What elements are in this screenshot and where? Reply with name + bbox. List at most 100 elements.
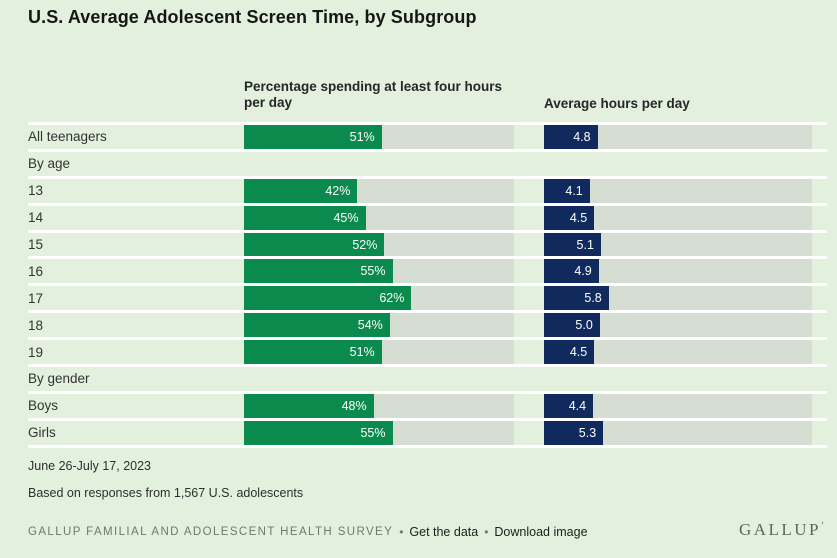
column-header-hours: Average hours per day	[544, 96, 690, 111]
hours-bar: 4.5	[544, 340, 595, 365]
hours-bar-track: 4.8	[544, 125, 812, 149]
hours-bar: 5.1	[544, 232, 601, 257]
percent-bar-value: 52%	[352, 237, 378, 252]
hours-bar: 4.9	[544, 259, 599, 284]
table-row: 13 42% 4.1	[28, 178, 827, 206]
chart-title: U.S. Average Adolescent Screen Time, by …	[28, 7, 477, 27]
percent-bar-value: 55%	[360, 425, 386, 440]
percent-bar-track: 62%	[244, 286, 514, 311]
table-row: 14 45% 4.5	[28, 205, 827, 233]
hours-bar-track: 4.4	[544, 393, 812, 418]
section-row: By age	[28, 152, 827, 179]
row-label: 19	[28, 344, 44, 360]
hours-bar: 5.0	[544, 313, 600, 338]
percent-bar-track: 51%	[244, 125, 514, 149]
percent-bar-value: 54%	[357, 318, 383, 333]
hours-bar: 4.8	[544, 125, 598, 149]
percent-bar: 45%	[244, 205, 366, 230]
get-the-data-link[interactable]: Get the data	[409, 525, 479, 539]
hours-bar-value: 5.1	[576, 237, 594, 252]
table-row: All teenagers 51% 4.8	[28, 125, 827, 152]
hours-bar-track: 5.8	[544, 286, 812, 311]
row-label: Boys	[28, 398, 59, 414]
hours-bar-value: 4.1	[565, 183, 583, 198]
hours-bar-track: 5.0	[544, 313, 812, 338]
percent-bar-value: 51%	[349, 129, 375, 144]
percent-bar: 54%	[244, 313, 390, 338]
percent-bar-track: 48%	[244, 393, 514, 418]
percent-bar-value: 62%	[379, 291, 405, 306]
percent-bar: 55%	[244, 420, 393, 445]
hours-bar: 5.8	[544, 286, 609, 311]
row-label: 17	[28, 290, 44, 306]
percent-bar-track: 55%	[244, 420, 514, 445]
hours-bar-track: 5.1	[544, 232, 812, 257]
table-row: 19 51% 4.5	[28, 340, 827, 368]
sample-size-note: Based on responses from 1,567 U.S. adole…	[28, 486, 304, 500]
hours-bar: 4.4	[544, 393, 594, 418]
hours-bar-track: 5.3	[544, 420, 812, 445]
source-line: GALLUP FAMILIAL AND ADOLESCENT HEALTH SU…	[28, 525, 588, 539]
hours-bar: 4.5	[544, 205, 595, 230]
percent-bar: 55%	[244, 259, 393, 284]
table-row: 16 55% 4.9	[28, 259, 827, 287]
hours-bar-track: 4.5	[544, 205, 812, 230]
gallup-logo: GALLUP’	[739, 520, 824, 540]
section-label: By age	[28, 156, 71, 172]
percent-bar-track: 54%	[244, 313, 514, 338]
percent-bar-value: 42%	[325, 183, 351, 198]
row-label: 14	[28, 210, 44, 226]
row-label: 18	[28, 317, 44, 333]
hours-bar-value: 4.9	[574, 264, 592, 279]
percent-bar-track: 52%	[244, 232, 514, 257]
percent-bar: 42%	[244, 178, 358, 203]
percent-bar-track: 51%	[244, 340, 514, 365]
percent-bar-value: 48%	[341, 398, 367, 413]
hours-bar-value: 4.8	[573, 129, 591, 144]
row-label: Girls	[28, 425, 56, 441]
hours-bar: 5.3	[544, 420, 604, 445]
percent-bar-track: 42%	[244, 178, 514, 203]
section-label: By gender	[28, 371, 90, 387]
row-label: 16	[28, 263, 44, 279]
hours-bar-value: 4.5	[569, 210, 588, 225]
percent-bar-track: 55%	[244, 259, 514, 284]
hours-bar-value: 4.5	[569, 345, 588, 360]
hours-bar-value: 5.3	[578, 425, 597, 440]
hours-bar-value: 4.4	[568, 398, 587, 413]
download-image-link[interactable]: Download image	[494, 525, 588, 539]
table-row: 15 52% 5.1	[28, 232, 827, 260]
hours-bar-value: 5.8	[584, 291, 602, 306]
row-label: 13	[28, 183, 44, 199]
table-row: Girls 55% 5.3	[28, 420, 827, 448]
percent-bar: 48%	[244, 393, 374, 418]
percent-bar-value: 45%	[333, 210, 359, 225]
section-row: By gender	[28, 367, 827, 394]
field-dates-note: June 26-July 17, 2023	[28, 459, 152, 473]
percent-bar: 62%	[244, 286, 412, 311]
hours-bar-track: 4.1	[544, 178, 812, 203]
percent-bar-value: 55%	[360, 264, 386, 279]
bullet-separator: •	[399, 525, 404, 539]
hours-bar-value: 5.0	[575, 318, 593, 333]
gallup-logo-text: GALLUP	[738, 520, 821, 539]
survey-name: GALLUP FAMILIAL AND ADOLESCENT HEALTH SU…	[28, 526, 394, 538]
percent-bar: 51%	[244, 340, 382, 365]
table-row: 18 54% 5.0	[28, 313, 827, 341]
hours-bar-track: 4.9	[544, 259, 812, 284]
percent-bar: 52%	[244, 232, 385, 257]
row-label: All teenagers	[28, 129, 107, 145]
percent-bar: 51%	[244, 125, 382, 149]
hours-bar: 4.1	[544, 178, 590, 203]
percent-bar-track: 45%	[244, 205, 514, 230]
bar-table: All teenagers 51% 4.8 By age 13 42% 4.1 14 45% 4.…	[28, 122, 827, 448]
column-header-percent: Percentage spending at least four hours …	[244, 79, 503, 111]
percent-bar-value: 51%	[349, 345, 375, 360]
hours-bar-track: 4.5	[544, 340, 812, 365]
bullet-separator: •	[484, 525, 489, 539]
gallup-trademark-mark: ’	[821, 520, 824, 531]
table-row: 17 62% 5.8	[28, 286, 827, 314]
table-row: Boys 48% 4.4	[28, 393, 827, 421]
row-label: 15	[28, 237, 44, 252]
